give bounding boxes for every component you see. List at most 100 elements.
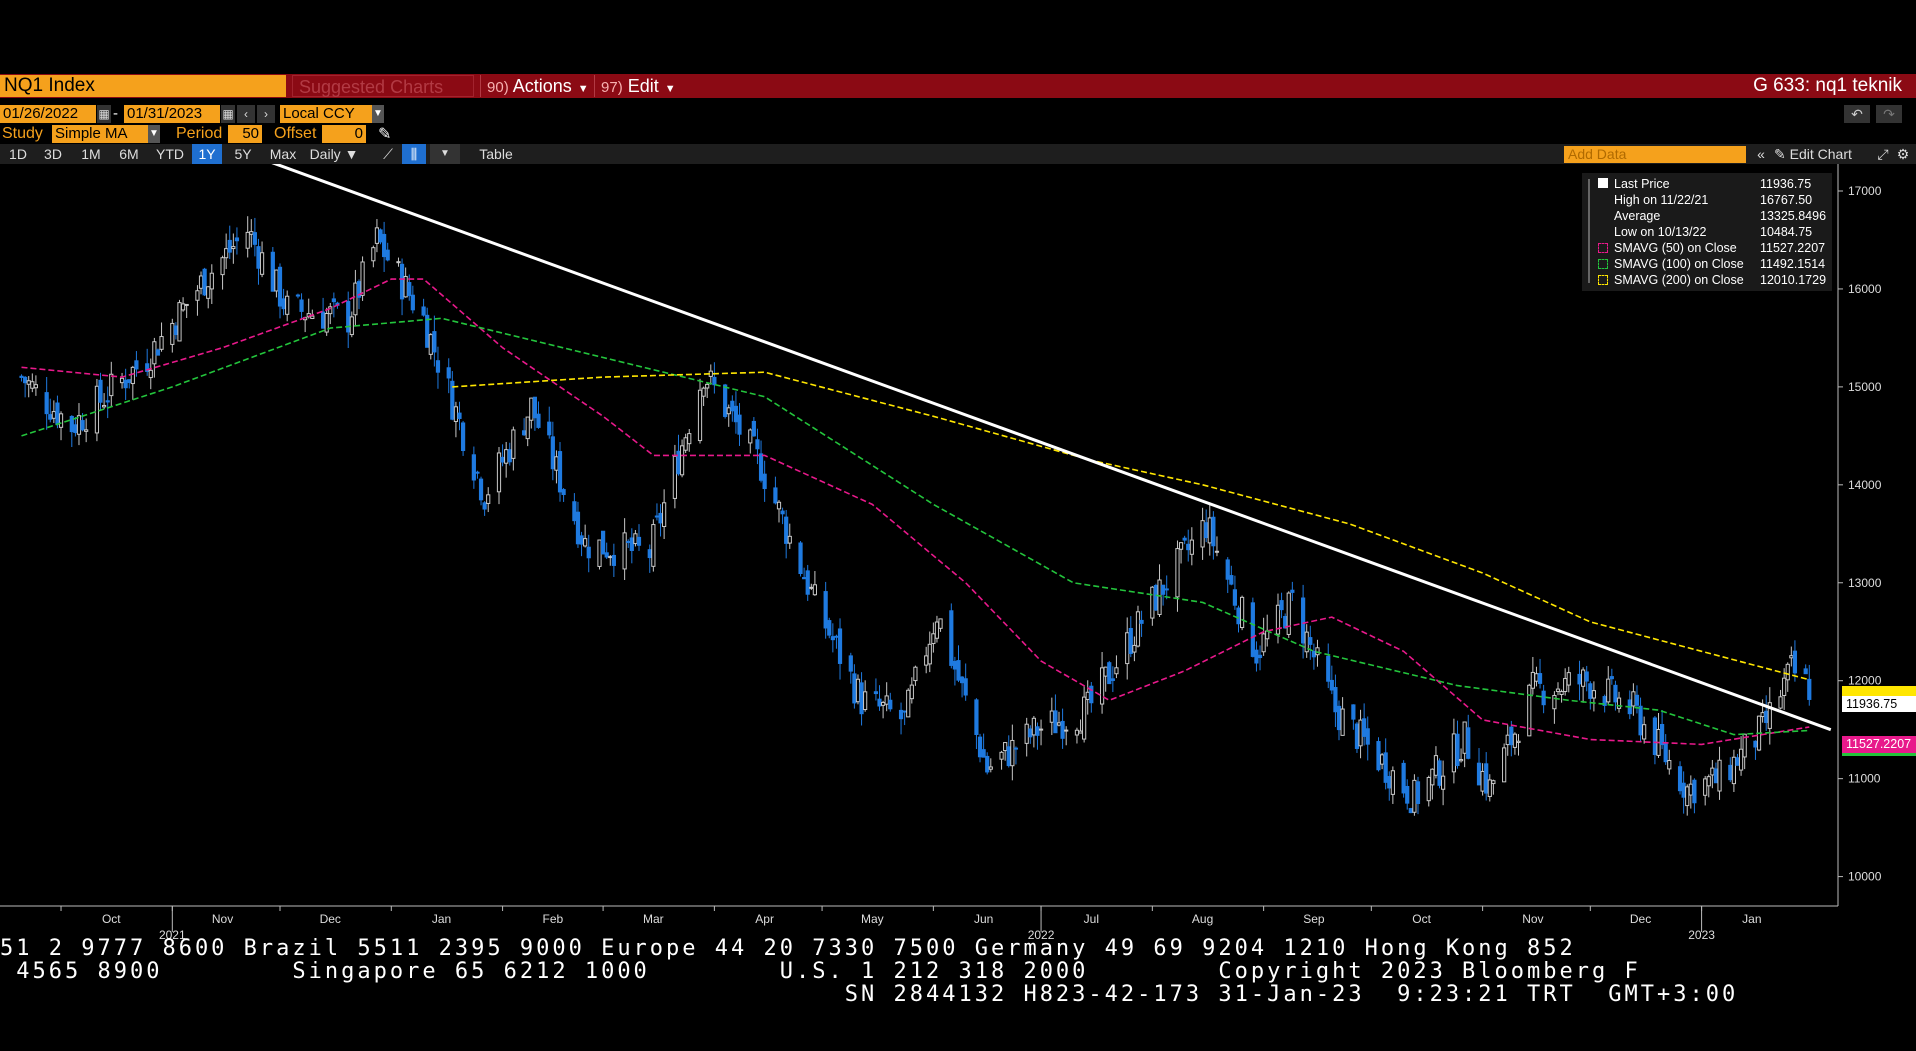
candle-body [762,473,767,490]
candle-body [988,766,993,770]
candle-body [1616,697,1622,709]
candle-body [1207,517,1212,544]
pencil-icon[interactable]: ✎ [378,126,392,143]
candle-body [500,456,505,463]
suggested-charts-button[interactable]: Suggested Charts [292,75,474,97]
candlestick-icon[interactable]: ⫼ [402,144,426,164]
offset-input[interactable]: 0 [322,125,366,143]
candle-body [475,471,480,474]
candle-body [1764,710,1769,724]
candle-body [1003,742,1008,752]
calendar-icon[interactable]: ▦ [221,105,235,123]
candle-body [985,755,990,773]
ticker-field[interactable]: NQ1 Index [0,75,286,97]
candle-body [529,397,534,421]
candle-body [575,511,581,545]
candle-body [1265,630,1270,640]
edit-menu[interactable]: 97) Edit ▼ [594,75,680,97]
prev-period-button[interactable]: ‹ [237,105,255,123]
x-tick-label: Jan [432,912,451,926]
range-button-1d[interactable]: 1D [9,146,27,162]
x-tick-label: Feb [542,912,563,926]
line-chart-icon[interactable]: ⟋ [383,146,393,162]
range-button-6m[interactable]: 6M [119,146,139,162]
candle-body [1128,627,1133,654]
calendar-icon[interactable]: ▦ [97,105,111,123]
study-select[interactable]: Simple MA [52,125,148,143]
candle-body [1742,733,1747,758]
chevron-down-icon[interactable]: ▼ [148,125,160,143]
range-button-1y[interactable]: 1Y [192,144,222,164]
candle-body [202,268,207,296]
actions-menu[interactable]: 90) Actions ▼ [480,75,594,97]
chevron-down-icon[interactable]: ▼ [372,105,384,123]
candle-body [1383,752,1388,783]
candle-body [274,269,279,292]
chart-legend: Last Price 11936.75 High on 11/22/21 167… [1582,173,1832,291]
candle-body [198,275,204,289]
end-date-field[interactable]: 01/31/2023 [124,105,220,123]
candle-body [130,366,135,385]
candle-body [1204,522,1209,539]
period-input[interactable]: 50 [228,125,262,143]
candle-body [1581,669,1586,687]
candle-body [1135,611,1141,647]
currency-select[interactable]: Local CCY [280,105,372,123]
candle-body [1753,740,1758,748]
candle-body [776,501,782,510]
candle-body [622,532,627,570]
candle-body [155,349,161,356]
candle-body [180,303,186,311]
page-title: G 633: nq1 teknik [1753,75,1902,96]
candle-body [1074,729,1080,736]
candle-body [76,415,82,435]
add-data-input[interactable]: Add Data [1564,146,1746,163]
candle-body [1405,785,1410,804]
settings-icon[interactable]: ⚙ [1896,146,1910,162]
candle-body [1336,705,1342,731]
candle-body [1290,589,1295,593]
x-tick-label: Jun [974,912,993,926]
start-date-field[interactable]: 01/26/2022 [0,105,96,123]
candle-body [1114,667,1119,675]
candle-body [1056,722,1062,726]
expand-icon[interactable]: ⤢ [1877,146,1889,162]
table-button[interactable]: Table [479,146,513,162]
candle-body [1728,764,1733,781]
candle-body [1164,588,1169,591]
undo-icon[interactable]: ↶ [1844,105,1870,123]
next-period-button[interactable]: › [257,105,275,123]
frequency-label: Daily [309,146,341,162]
candle-body [152,341,157,365]
candle-body [773,487,778,504]
candle-body [1408,808,1413,814]
redo-icon[interactable]: ↷ [1876,105,1902,123]
candle-body [331,298,336,303]
x-tick-label: May [861,912,884,926]
y-tick-label: 16000 [1848,282,1882,296]
candle-body [687,433,692,445]
range-button-5y[interactable]: 5Y [234,146,252,162]
candle-body [1462,721,1467,754]
collapse-icon[interactable]: « [1757,146,1765,162]
candle-body [701,387,706,397]
edit-chart-button[interactable]: ✎ Edit Chart [1774,146,1852,162]
frequency-select[interactable]: Daily ▼ [309,146,359,162]
range-button-3d[interactable]: 3D [44,146,62,162]
legend-value-sma50: 11527.2207 [1760,241,1826,255]
range-button-max[interactable]: Max [269,146,297,162]
trendline [271,164,1832,732]
candle-body [220,257,225,276]
range-button-ytd[interactable]: YTD [156,146,184,162]
candle-body [324,312,329,333]
chevron-down-icon[interactable]: ▼ [430,144,460,164]
sma100-swatch [1598,259,1608,269]
candle-body [1455,733,1460,766]
candle-body [977,736,983,758]
legend-label-sma100: SMAVG (100) on Close [1614,257,1744,271]
x-tick-label: Mar [643,912,664,926]
x-tick-label: Oct [102,912,121,926]
candle-body [382,233,387,258]
range-button-1m[interactable]: 1M [81,146,101,162]
candle-body [1555,688,1561,692]
